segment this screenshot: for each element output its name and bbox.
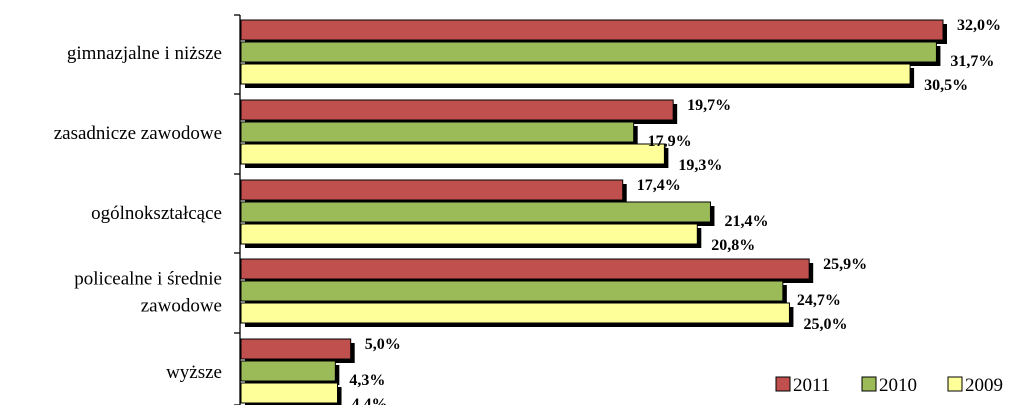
value-label: 21,4% xyxy=(724,213,768,230)
bar-2011 xyxy=(240,338,352,360)
legend-swatch-2010 xyxy=(861,376,877,392)
bar-2011 xyxy=(240,19,944,41)
value-label: 31,7% xyxy=(950,53,994,70)
value-label: 25,0% xyxy=(803,316,847,333)
legend-swatch-2011 xyxy=(775,376,791,392)
value-label: 24,7% xyxy=(797,292,841,309)
legend-label: 2010 xyxy=(879,375,917,396)
bar-2009 xyxy=(240,302,790,324)
value-label: 19,3% xyxy=(678,157,722,174)
value-label: 17,4% xyxy=(637,177,681,194)
legend-swatch-2009 xyxy=(947,376,963,392)
category-label: zasadnicze zawodowe xyxy=(54,123,222,144)
bar-2011 xyxy=(240,179,624,201)
value-label: 25,9% xyxy=(823,256,867,273)
bar-2010 xyxy=(240,280,784,302)
category-labels: gimnazjalne i niższe zasadnicze zawodowe o… xyxy=(54,43,222,383)
value-labels: 32,0% 31,7% 30,5% 19,7% 17,9% 19,3% 17,4% 21,4%… xyxy=(349,17,1001,405)
bar-2009 xyxy=(240,143,665,165)
legend-label: 2009 xyxy=(965,375,1003,396)
bars-layer xyxy=(240,19,947,405)
category-label: gimnazjalne i niższe xyxy=(67,43,222,64)
value-label: 4,3% xyxy=(349,372,385,389)
bar-2011 xyxy=(240,258,810,280)
bar-2010 xyxy=(240,121,635,143)
bar-2009 xyxy=(240,223,698,245)
value-label: 32,0% xyxy=(957,17,1001,34)
value-label: 17,9% xyxy=(648,133,692,150)
value-label: 20,8% xyxy=(711,237,755,254)
bar-2010 xyxy=(240,360,336,382)
bar-2010 xyxy=(240,201,711,223)
value-label: 19,7% xyxy=(687,97,731,114)
axis-ticks xyxy=(234,14,240,405)
category-label: policealne i średnie xyxy=(74,269,222,290)
category-label: zawodowe xyxy=(141,296,222,317)
bar-2010 xyxy=(240,41,937,63)
value-label: 5,0% xyxy=(365,336,401,353)
value-label: 4,4% xyxy=(352,396,388,405)
bar-2009 xyxy=(240,63,911,85)
value-label: 30,5% xyxy=(924,77,968,94)
legend-label: 2011 xyxy=(793,375,830,396)
bar-2011 xyxy=(240,99,674,121)
legend: 2011 2010 2009 xyxy=(775,375,1003,396)
category-label: ogólnokształcące xyxy=(91,203,222,224)
category-label: wyższe xyxy=(166,362,222,383)
bar-2009 xyxy=(240,382,339,404)
